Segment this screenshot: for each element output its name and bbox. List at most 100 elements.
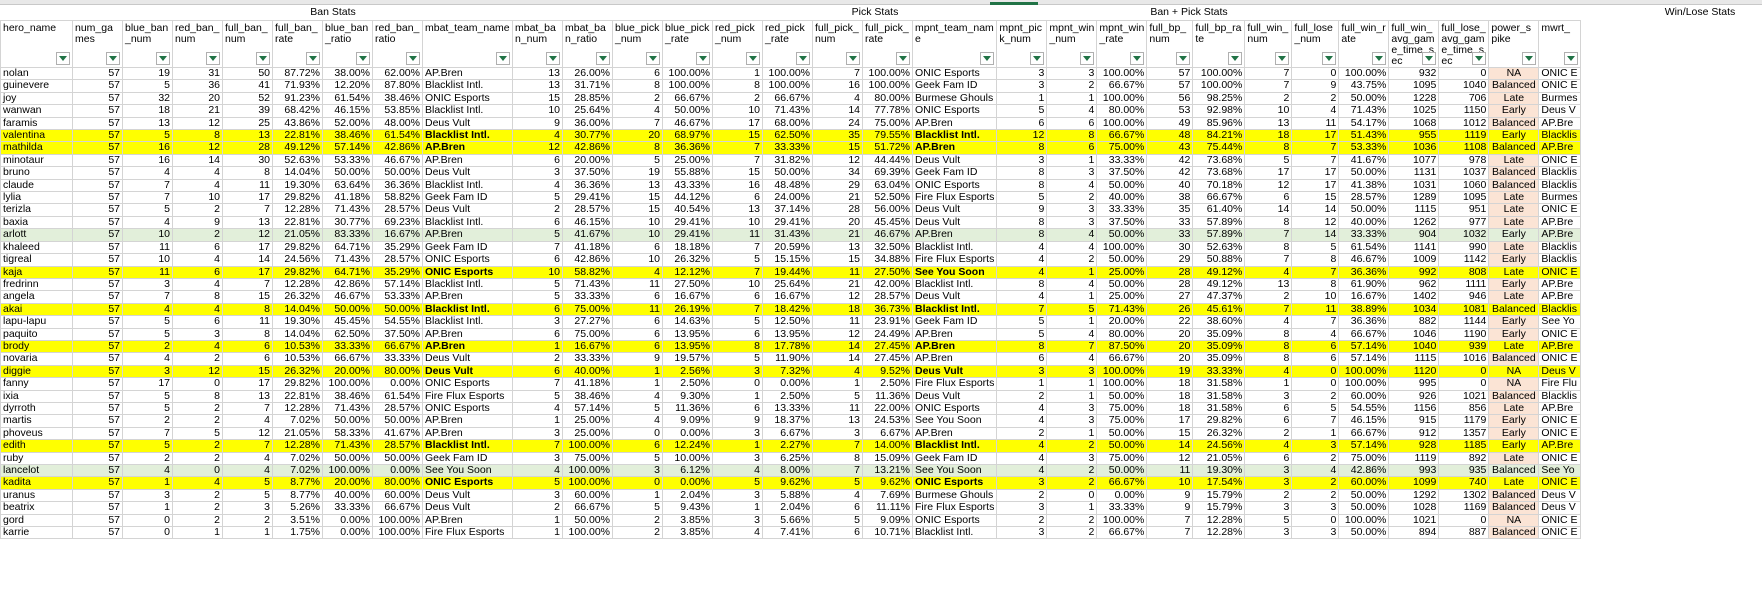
table-cell[interactable]: AP.Bren (422, 66, 513, 81)
table-cell[interactable]: 8 (712, 339, 763, 354)
table-cell[interactable]: Late (1488, 339, 1540, 354)
table-cell[interactable]: 19.44% (762, 265, 813, 279)
table-cell[interactable]: 24.00% (762, 191, 813, 205)
table-cell[interactable]: 33.33% (1192, 364, 1246, 379)
table-cell[interactable]: 11.36% (862, 389, 913, 403)
table-cell[interactable]: 57 (72, 488, 123, 503)
table-cell[interactable]: 6 (712, 401, 763, 416)
table-cell[interactable]: 11 (222, 315, 273, 329)
table-cell[interactable]: 48 (1146, 129, 1194, 143)
table-cell[interactable]: 1009 (1388, 253, 1440, 267)
table-cell[interactable]: 25.64% (562, 104, 613, 118)
table-cell[interactable]: 7 (1244, 66, 1293, 81)
table-cell[interactable]: 6 (1244, 451, 1293, 466)
table-cell[interactable]: ONIC Esports (422, 253, 513, 267)
hero-name-cell[interactable]: angela (0, 290, 73, 304)
table-cell[interactable]: 46.67% (322, 290, 373, 304)
table-cell[interactable]: 6 (1046, 116, 1098, 131)
table-cell[interactable]: 100.00% (762, 66, 813, 81)
filter-dropdown-icon[interactable] (1563, 52, 1578, 65)
hero-name-cell[interactable]: dyrroth (0, 401, 73, 416)
table-cell[interactable]: 12 (1244, 178, 1293, 193)
table-cell[interactable]: Deus Vult (422, 364, 513, 379)
table-cell[interactable]: 7 (712, 240, 763, 255)
table-cell[interactable]: 13 (222, 129, 273, 143)
table-cell[interactable]: 6 (172, 240, 223, 255)
table-cell[interactable]: 3 (1291, 526, 1340, 540)
table-cell[interactable]: 1190 (1438, 327, 1490, 341)
table-cell[interactable]: 7 (1291, 141, 1340, 155)
table-cell[interactable]: 20 (1146, 352, 1194, 366)
table-cell[interactable]: 3 (1046, 203, 1098, 217)
table-cell[interactable]: 1.75% (272, 526, 323, 540)
table-cell[interactable]: 92.98% (1192, 104, 1246, 118)
table-cell[interactable]: 2 (1291, 389, 1340, 403)
hero-name-cell[interactable]: ixia (0, 389, 73, 403)
table-cell[interactable]: 57 (72, 228, 123, 242)
filter-dropdown-icon[interactable] (496, 52, 510, 65)
table-cell[interactable]: Geek Fam ID (911, 79, 998, 93)
table-cell[interactable]: 100.00% (562, 463, 613, 478)
table-cell[interactable]: 4 (172, 302, 223, 317)
table-cell[interactable]: 6 (812, 526, 863, 540)
table-cell[interactable]: 31.58% (1192, 377, 1246, 391)
table-cell[interactable]: 15 (712, 166, 763, 180)
table-cell[interactable]: 7 (996, 302, 1048, 317)
table-cell[interactable]: 15 (812, 141, 863, 155)
table-cell[interactable]: 100.00% (662, 66, 713, 81)
table-cell[interactable]: 31.71% (562, 79, 613, 93)
table-cell[interactable]: 56.00% (862, 203, 913, 217)
table-cell[interactable]: 7 (1244, 79, 1293, 93)
table-cell[interactable]: 3 (512, 488, 563, 503)
table-cell[interactable]: 3 (1244, 389, 1293, 403)
table-cell[interactable]: 1095 (1388, 79, 1440, 93)
table-cell[interactable]: 978 (1438, 153, 1490, 168)
table-cell[interactable]: 7 (712, 141, 763, 155)
table-cell[interactable]: Early (1488, 253, 1540, 267)
table-cell[interactable]: 4 (996, 414, 1048, 428)
table-cell[interactable]: AP.Bren (422, 141, 513, 155)
table-cell[interactable]: 60.00% (1338, 476, 1390, 490)
table-cell[interactable]: Fire Flux Esports (911, 377, 998, 391)
table-cell[interactable]: 28.85% (562, 91, 613, 106)
table-cell[interactable]: 5 (1244, 153, 1293, 168)
table-cell[interactable]: 5 (712, 352, 763, 366)
table-cell[interactable]: 20.00% (562, 153, 613, 168)
table-cell[interactable]: 20.00% (1096, 315, 1148, 329)
table-cell[interactable]: 19.30% (272, 178, 323, 193)
filter-dropdown-icon[interactable] (156, 52, 170, 65)
table-cell[interactable]: Late (1488, 401, 1540, 416)
table-cell[interactable]: 37.14% (762, 203, 813, 217)
table-cell[interactable]: 12 (996, 129, 1048, 143)
table-cell[interactable]: 1 (122, 501, 173, 515)
table-cell[interactable]: 16.67% (1338, 290, 1390, 304)
table-cell[interactable]: AP.Bre (1538, 116, 1581, 131)
table-cell[interactable]: 24.56% (272, 253, 323, 267)
table-cell[interactable]: Blacklist Intl. (422, 178, 513, 193)
table-cell[interactable]: 4 (996, 265, 1048, 279)
table-cell[interactable]: 0 (172, 377, 223, 391)
table-cell[interactable]: 33.33% (1096, 501, 1148, 515)
table-cell[interactable]: 75.00% (1096, 141, 1148, 155)
table-cell[interactable]: 9 (612, 352, 663, 366)
table-cell[interactable]: 50.00% (322, 451, 373, 466)
table-cell[interactable]: AP.Bren (911, 352, 998, 366)
table-cell[interactable]: Burmese Ghouls (911, 488, 998, 503)
table-cell[interactable]: Geek Fam ID (911, 451, 998, 466)
table-cell[interactable]: Fire Flu (1538, 377, 1581, 391)
table-cell[interactable]: 5.88% (762, 488, 813, 503)
table-cell[interactable]: 939 (1438, 339, 1490, 354)
table-cell[interactable]: 50.00% (322, 414, 373, 428)
table-cell[interactable]: 8 (996, 277, 1048, 292)
table-cell[interactable]: 5 (812, 513, 863, 528)
table-cell[interactable]: 915 (1388, 414, 1440, 428)
table-cell[interactable]: 5 (512, 290, 563, 304)
table-cell[interactable]: Deus V (1538, 104, 1581, 118)
table-cell[interactable]: Deus Vult (911, 290, 998, 304)
table-cell[interactable]: See You Soon (422, 463, 513, 478)
table-cell[interactable]: 20 (812, 215, 863, 230)
table-cell[interactable]: 26.32% (272, 290, 323, 304)
table-cell[interactable]: AP.Bren (422, 513, 513, 528)
table-cell[interactable]: 6 (1244, 191, 1293, 205)
table-cell[interactable]: 706 (1438, 91, 1490, 106)
